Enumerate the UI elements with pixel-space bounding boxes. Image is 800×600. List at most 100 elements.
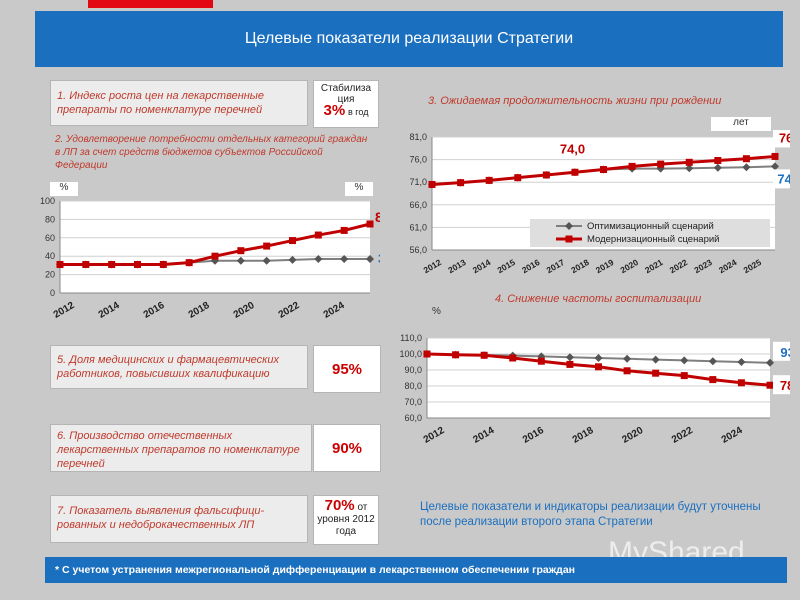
series-2-point	[657, 160, 665, 168]
series-2-point	[509, 354, 517, 362]
indicator-5-value-text: 95%	[331, 360, 363, 378]
series-1-point	[565, 353, 574, 362]
series-1-point	[366, 254, 374, 263]
series-2-point	[211, 252, 219, 260]
series-1-point	[713, 163, 722, 172]
chart4-unit: %	[432, 306, 441, 317]
legend-marker-1	[565, 222, 573, 230]
series-1-point	[623, 354, 632, 363]
y-tick-label: 0	[50, 288, 55, 298]
series-2-point	[566, 360, 574, 368]
y-tick-label: 100	[40, 196, 55, 206]
x-tick-label: 2022	[668, 257, 690, 275]
series-2-point	[685, 158, 693, 166]
series-2-point	[714, 157, 722, 165]
series-2-point	[766, 381, 774, 389]
series-2-point	[709, 376, 717, 384]
series-2-point	[237, 247, 245, 255]
indicator-1-value-big: 3%	[323, 102, 346, 119]
plot-area	[60, 201, 370, 293]
x-tick-label: 2012	[422, 257, 444, 275]
series-2-point	[485, 176, 493, 184]
x-tick-label: 2022	[670, 425, 695, 446]
series-1-point	[708, 357, 717, 366]
series-1-point	[211, 256, 219, 265]
legend-label-2: Модернизационный сценарий	[587, 234, 720, 245]
x-tick-label: 2012	[52, 300, 77, 321]
annotation-label: 74,0	[560, 142, 585, 157]
y-tick-label: 20	[45, 270, 55, 280]
series-1-point	[766, 358, 774, 367]
y-tick-label: 81,0	[409, 132, 427, 142]
indicator-5-label: 5. Доля медицинских и фармацевтических р…	[50, 345, 308, 389]
footer-note: * С учетом устранения межрегиональной ди…	[45, 557, 787, 583]
legend-marker-2	[565, 235, 573, 243]
series-1-point	[742, 163, 751, 172]
x-tick-label: 2014	[471, 257, 493, 275]
series-1-point	[340, 254, 349, 263]
indicator-7-label: 7. Показатель выявления фальсифици-рован…	[50, 495, 308, 543]
y-tick-label: 100,0	[399, 349, 422, 359]
indicator-1-value-suffix: в год	[348, 107, 369, 117]
end-label-box-2	[773, 130, 790, 148]
y-tick-label: 110,0	[400, 333, 422, 343]
x-tick-label: 2016	[520, 257, 542, 275]
chart-4-hospitalization: 60,0 70,0 80,0 90,0 100,0 110,0 2012 2014 2016 20…	[399, 333, 790, 446]
series-2-point	[185, 259, 193, 267]
end-label-box-1	[773, 169, 790, 189]
series-2-point	[600, 166, 607, 174]
indicator-6-value-text: 90%	[331, 439, 363, 457]
chart2-unit-left: %	[50, 182, 78, 196]
chart2-unit-right: %	[345, 182, 373, 196]
chart3-unit: лет	[711, 117, 771, 131]
top-accent-bar	[88, 0, 213, 8]
end-label-series-1: 93,8	[780, 345, 790, 360]
series-2-point	[289, 237, 296, 245]
chart-2-satisfaction: 0 20 40 60 80 100 2012 2014 2016 2018 2020 2022 2024…	[40, 196, 380, 321]
end-label-series-2: 76,7*	[779, 130, 790, 145]
series-2-point	[82, 260, 90, 268]
x-tick-label: 2020	[232, 300, 257, 321]
series-2-point	[737, 379, 745, 387]
x-tick-label: 2021	[643, 257, 665, 275]
indicator-1-value-top: Стабилиза ция	[320, 83, 372, 105]
series-1-point	[651, 355, 660, 364]
x-tick-label: 2016	[142, 300, 167, 321]
series-2-point	[595, 363, 602, 371]
y-tick-label: 40	[45, 251, 55, 261]
plot-area	[427, 338, 770, 418]
series-2-point	[652, 369, 660, 377]
page-title: Целевые показатели реализации Стратегии	[35, 11, 783, 67]
y-tick-label: 76,0	[409, 155, 427, 165]
end-label-series-2: 80*	[375, 209, 380, 225]
footer-note-text: * С учетом устранения межрегиональной ди…	[55, 564, 576, 576]
series-2-point	[480, 351, 488, 359]
x-tick-label: 2024	[322, 300, 347, 321]
y-tick-label: 60	[45, 233, 55, 243]
x-tick-label: 2014	[97, 300, 122, 321]
series-2-point	[514, 174, 522, 182]
y-tick-label: 71,0	[409, 177, 427, 187]
series-1-point	[262, 256, 271, 265]
series-2-point	[428, 180, 436, 188]
series-2-point	[108, 260, 116, 268]
end-label-series-2: 78,0*	[780, 378, 790, 393]
series-1-point	[685, 164, 694, 173]
series-2-point	[457, 179, 465, 187]
series-2-point	[159, 260, 167, 268]
series-2-point	[771, 152, 779, 160]
indicator-4-label: 4. Снижение частоты госпитализации	[495, 293, 702, 305]
series-2-point	[680, 372, 688, 380]
series-2-point	[542, 171, 550, 179]
end-label-box-1	[773, 341, 790, 361]
x-tick-label: 2019	[594, 257, 616, 275]
series-2-point	[628, 162, 636, 170]
legend-label-1: Оптимизационный сценарий	[587, 221, 714, 232]
indicator-6-label: 6. Производство отечественных лекарствен…	[50, 424, 312, 472]
x-tick-label: 2018	[569, 257, 591, 275]
series-1-point	[594, 354, 603, 362]
y-tick-label: 66,0	[409, 200, 427, 210]
x-tick-label: 2017	[545, 257, 567, 275]
chart-3-life-expectancy: 56,0 61,0 66,0 71,0 76,0 81,0 2012 2013 2014 2015…	[409, 130, 790, 275]
indicator-7-value-rest: от уровня 2012 года	[317, 502, 375, 537]
